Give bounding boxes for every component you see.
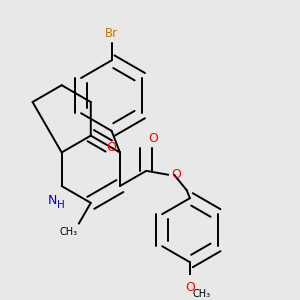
Text: N: N <box>47 194 57 207</box>
Text: CH₃: CH₃ <box>59 227 77 237</box>
Text: O: O <box>106 141 116 154</box>
Text: O: O <box>171 168 181 181</box>
Text: Br: Br <box>105 27 118 40</box>
Text: O: O <box>185 281 195 294</box>
Text: CH₃: CH₃ <box>192 290 211 299</box>
Text: H: H <box>57 200 65 211</box>
Text: O: O <box>148 132 158 145</box>
